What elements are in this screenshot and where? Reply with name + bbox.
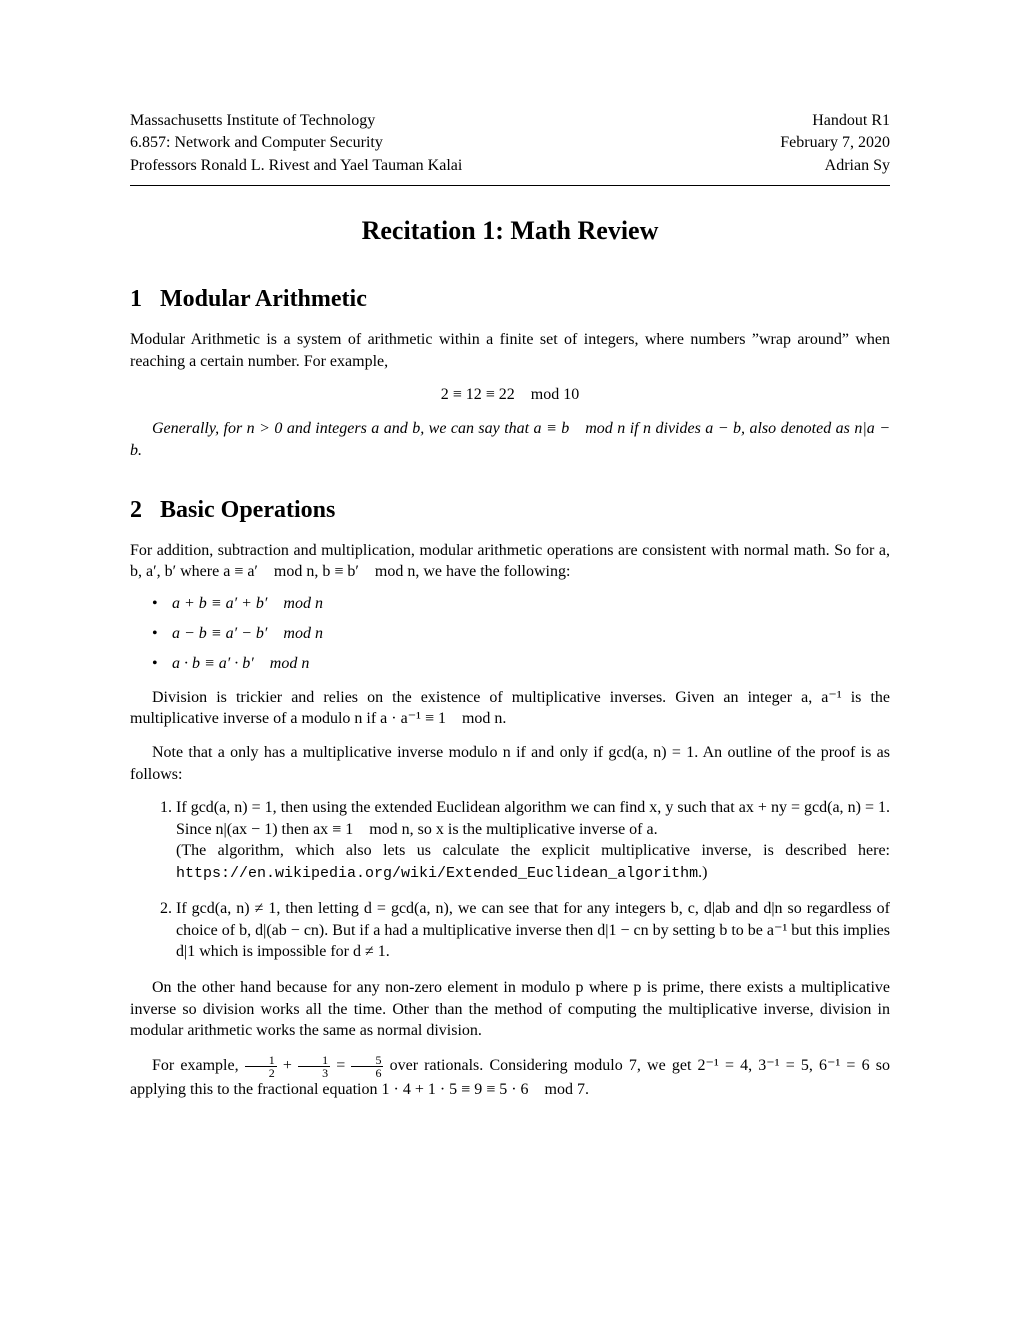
operation-mul: a · b ≡ a′ · b′ mod n (158, 655, 890, 673)
proof-1-text-b-pre: (The algorithm, which also lets us calcu… (176, 842, 890, 859)
s2-paragraph-1: For addition, subtraction and multiplica… (130, 540, 890, 583)
section-1-heading: 1 Modular Arithmetic (130, 286, 890, 313)
frac-1-2: 12 (245, 1054, 277, 1079)
s2-paragraph-2: Division is trickier and relies on the e… (130, 687, 890, 730)
section-2-title: Basic Operations (160, 497, 335, 523)
s2-paragraph-3: Note that a only has a multiplicative in… (130, 742, 890, 785)
operation-add: a + b ≡ a′ + b′ mod n (158, 595, 890, 613)
proof-1-url: https://en.wikipedia.org/wiki/Extended_E… (176, 865, 698, 882)
s1-paragraph-2: Generally, for n > 0 and integers a and … (130, 418, 890, 461)
operation-sub: a − b ≡ a′ − b′ mod n (158, 625, 890, 643)
header-left-1: Massachusetts Institute of Technology (130, 110, 375, 132)
s2-paragraph-5: For example, 12 + 13 = 56 over rationals… (130, 1054, 890, 1101)
header-right-3: Adrian Sy (825, 155, 890, 177)
proof-1-text-b-post: .) (698, 864, 707, 881)
header-rule (130, 185, 890, 186)
header-right-1: Handout R1 (812, 110, 890, 132)
frac-1-3: 13 (298, 1054, 330, 1079)
section-2-heading: 2 Basic Operations (130, 497, 890, 524)
p5-plus: + (277, 1057, 298, 1074)
proof-item-2: If gcd(a, n) ≠ 1, then letting d = gcd(a… (176, 898, 890, 963)
page: Massachusetts Institute of Technology Ha… (0, 0, 1020, 1172)
s1-equation-1: 2 ≡ 12 ≡ 22 mod 10 (130, 386, 890, 404)
header-right-2: February 7, 2020 (780, 132, 890, 154)
p5-pre: For example, (152, 1057, 245, 1074)
section-1-title: Modular Arithmetic (160, 286, 367, 312)
proof-list: If gcd(a, n) = 1, then using the extende… (158, 797, 890, 963)
proof-1-text-a: If gcd(a, n) = 1, then using the extende… (176, 799, 890, 838)
operations-list: a + b ≡ a′ + b′ mod n a − b ≡ a′ − b′ mo… (158, 595, 890, 673)
header-block: Massachusetts Institute of Technology Ha… (130, 110, 890, 186)
s1-paragraph-1: Modular Arithmetic is a system of arithm… (130, 329, 890, 372)
header-left-2: 6.857: Network and Computer Security (130, 132, 383, 154)
proof-item-1: If gcd(a, n) = 1, then using the extende… (176, 797, 890, 884)
section-1-number: 1 (130, 286, 142, 312)
section-2-number: 2 (130, 497, 142, 523)
p5-eq: = (330, 1057, 351, 1074)
header-left-3: Professors Ronald L. Rivest and Yael Tau… (130, 155, 462, 177)
s2-paragraph-4: On the other hand because for any non-ze… (130, 977, 890, 1042)
document-title: Recitation 1: Math Review (130, 216, 890, 246)
frac-5-6: 56 (351, 1054, 383, 1079)
